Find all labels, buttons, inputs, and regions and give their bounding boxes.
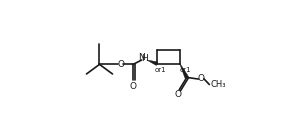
Polygon shape bbox=[147, 60, 158, 65]
Text: O: O bbox=[198, 74, 205, 83]
Text: O: O bbox=[129, 82, 137, 91]
Text: O: O bbox=[117, 60, 124, 69]
Text: or1: or1 bbox=[179, 67, 191, 73]
Text: or1: or1 bbox=[155, 67, 166, 73]
Polygon shape bbox=[180, 64, 188, 78]
Text: N: N bbox=[139, 53, 145, 62]
Text: O: O bbox=[175, 90, 181, 99]
Text: CH₃: CH₃ bbox=[211, 80, 226, 89]
Text: H: H bbox=[141, 54, 148, 63]
